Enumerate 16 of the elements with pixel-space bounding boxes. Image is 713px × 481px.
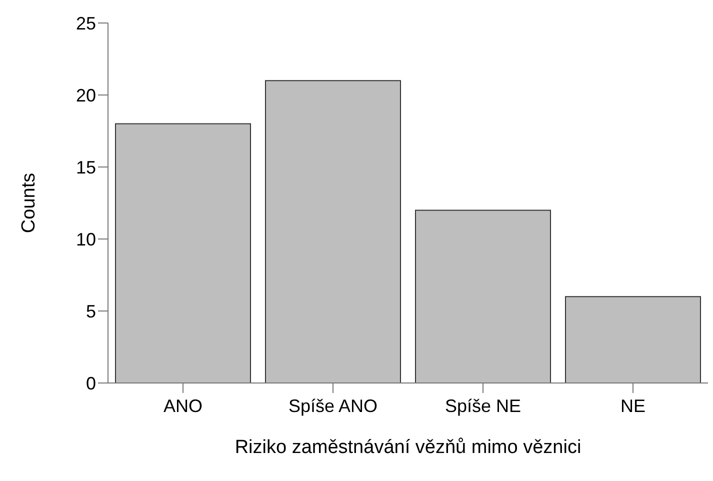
y-tick-label: 0 (86, 373, 96, 394)
x-axis-title: Riziko zaměstnávání vězňů mimo věznici (234, 437, 582, 458)
y-axis-title: Counts (18, 172, 40, 234)
y-tick-label: 15 (76, 157, 96, 178)
x-tick-label: Spíše ANO (288, 396, 378, 416)
x-tick-label: ANO (163, 396, 203, 416)
x-tick-label: NE (620, 396, 646, 416)
y-tick-label: 10 (76, 229, 96, 250)
bar (415, 210, 551, 383)
bar (265, 80, 401, 383)
bar (115, 123, 251, 383)
x-tick-label: Spíše NE (444, 396, 522, 416)
bar (565, 296, 701, 383)
y-tick-label: 5 (86, 301, 96, 322)
y-tick-label: 25 (76, 13, 96, 34)
y-tick-label: 20 (76, 85, 96, 106)
